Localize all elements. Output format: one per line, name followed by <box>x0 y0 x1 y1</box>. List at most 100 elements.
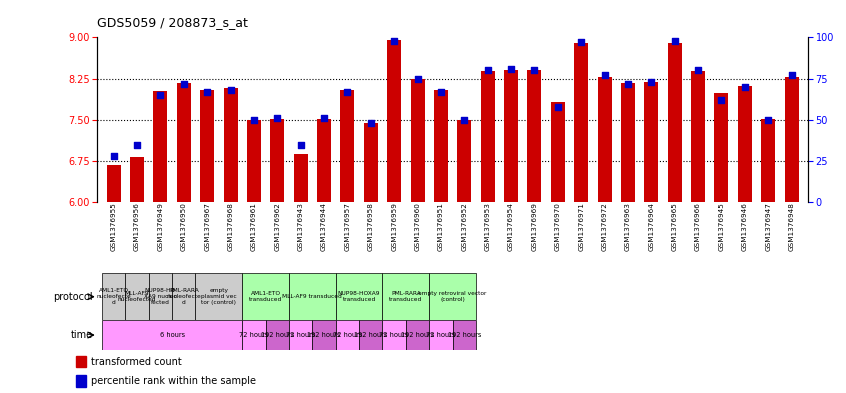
Text: GSM1376944: GSM1376944 <box>321 202 327 251</box>
Text: GSM1376947: GSM1376947 <box>765 202 772 251</box>
Text: AML1-ETO
nucleofecte
d: AML1-ETO nucleofecte d <box>96 288 131 305</box>
Point <box>528 67 541 73</box>
Bar <box>172 273 195 320</box>
Text: GSM1376955: GSM1376955 <box>111 202 117 251</box>
Bar <box>382 320 406 350</box>
Bar <box>359 320 382 350</box>
Bar <box>270 119 284 202</box>
Text: GSM1376960: GSM1376960 <box>415 202 420 251</box>
Text: GSM1376970: GSM1376970 <box>555 202 561 251</box>
Point <box>458 117 471 123</box>
Text: GSM1376954: GSM1376954 <box>508 202 514 251</box>
Point <box>364 120 377 126</box>
Point <box>341 89 354 95</box>
Point <box>130 141 144 148</box>
Point <box>761 117 775 123</box>
Text: 6 hours: 6 hours <box>160 332 184 338</box>
Bar <box>102 273 125 320</box>
Text: MLL-AF9
nucleofected: MLL-AF9 nucleofected <box>118 291 157 302</box>
Point <box>598 72 612 79</box>
Bar <box>738 86 752 202</box>
Bar <box>312 320 336 350</box>
Text: AML1-ETO
transduced: AML1-ETO transduced <box>249 291 283 302</box>
Point <box>154 92 168 98</box>
Bar <box>340 90 354 202</box>
Text: GDS5059 / 208873_s_at: GDS5059 / 208873_s_at <box>97 17 248 29</box>
Bar <box>242 320 266 350</box>
Point <box>177 81 190 87</box>
Text: GSM1376964: GSM1376964 <box>648 202 654 251</box>
Bar <box>453 320 476 350</box>
Text: GSM1376946: GSM1376946 <box>742 202 748 251</box>
Text: GSM1376953: GSM1376953 <box>485 202 491 251</box>
Point <box>481 67 494 73</box>
Text: NUP98-HOXA9
transduced: NUP98-HOXA9 transduced <box>338 291 381 302</box>
Point <box>317 115 331 121</box>
Text: GSM1376950: GSM1376950 <box>181 202 187 251</box>
Text: PML-RARA
transduced: PML-RARA transduced <box>389 291 422 302</box>
Point <box>411 75 425 82</box>
Bar <box>429 273 476 320</box>
Bar <box>434 90 448 202</box>
Bar <box>76 356 86 367</box>
Bar <box>195 273 242 320</box>
Bar <box>504 70 518 202</box>
Bar <box>621 83 635 202</box>
Bar <box>125 273 149 320</box>
Text: GSM1376956: GSM1376956 <box>134 202 140 251</box>
Bar <box>364 123 378 202</box>
Bar <box>481 72 495 202</box>
Text: GSM1376959: GSM1376959 <box>391 202 397 251</box>
Point <box>667 37 681 44</box>
Text: GSM1376943: GSM1376943 <box>298 202 304 251</box>
Point <box>715 97 728 103</box>
Text: 192 hours: 192 hours <box>307 332 341 338</box>
Bar <box>247 120 261 202</box>
Bar <box>107 165 121 202</box>
Point <box>551 103 564 110</box>
Text: GSM1376948: GSM1376948 <box>788 202 794 251</box>
Bar <box>242 273 289 320</box>
Text: GSM1376958: GSM1376958 <box>368 202 374 251</box>
Bar <box>597 77 612 202</box>
Bar <box>458 120 471 202</box>
Text: GSM1376961: GSM1376961 <box>251 202 257 251</box>
Text: GSM1376969: GSM1376969 <box>531 202 537 251</box>
Text: GSM1376962: GSM1376962 <box>274 202 280 251</box>
Bar <box>336 273 382 320</box>
Bar <box>289 273 336 320</box>
Bar <box>76 375 86 387</box>
Point <box>247 117 261 123</box>
Bar <box>102 320 242 350</box>
Text: 192 hours: 192 hours <box>448 332 481 338</box>
Text: GSM1376965: GSM1376965 <box>672 202 678 251</box>
Point <box>738 84 751 90</box>
Bar <box>382 273 429 320</box>
Text: 192 hours: 192 hours <box>401 332 434 338</box>
Text: GSM1376949: GSM1376949 <box>157 202 163 251</box>
Bar <box>410 79 425 202</box>
Text: GSM1376952: GSM1376952 <box>461 202 467 251</box>
Point <box>785 72 799 79</box>
Bar <box>294 154 308 202</box>
Text: 192 hours: 192 hours <box>261 332 294 338</box>
Text: 72 hours: 72 hours <box>239 332 268 338</box>
Bar <box>289 320 312 350</box>
Text: PML-RARA
nucleofecte
d: PML-RARA nucleofecte d <box>167 288 201 305</box>
Bar <box>574 43 588 202</box>
Text: transformed count: transformed count <box>91 356 181 367</box>
Bar <box>149 273 172 320</box>
Bar <box>527 70 541 202</box>
Point <box>645 79 658 85</box>
Text: GSM1376945: GSM1376945 <box>718 202 724 251</box>
Text: GSM1376967: GSM1376967 <box>204 202 210 251</box>
Point <box>387 37 401 44</box>
Bar <box>551 102 565 202</box>
Bar <box>761 119 775 202</box>
Text: protocol: protocol <box>53 292 93 302</box>
Bar <box>714 94 728 202</box>
Bar <box>336 320 359 350</box>
Text: time: time <box>71 330 93 340</box>
Point <box>107 153 120 159</box>
Text: empty
plasmid vec
tor (control): empty plasmid vec tor (control) <box>201 288 237 305</box>
